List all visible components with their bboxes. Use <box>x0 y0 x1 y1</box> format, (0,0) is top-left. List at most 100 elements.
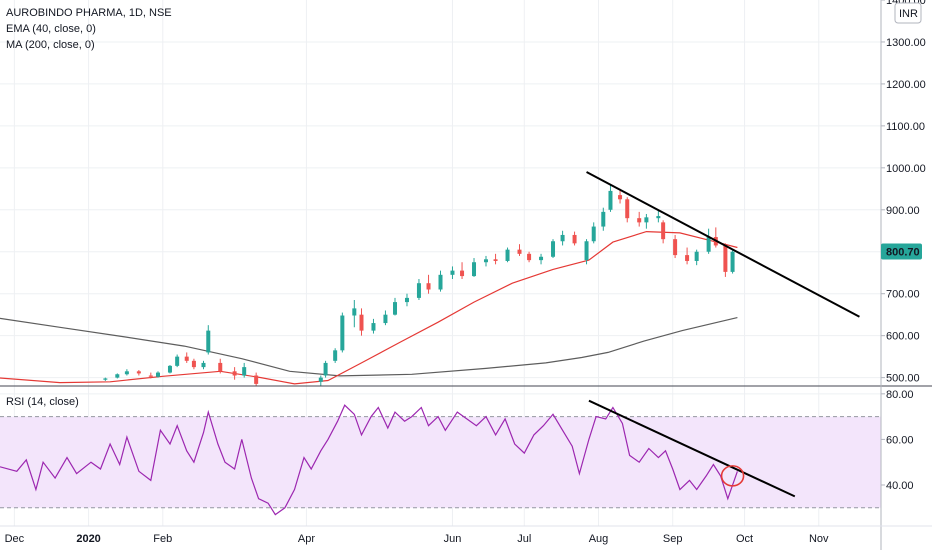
candle-body <box>359 314 364 331</box>
candle <box>323 360 328 378</box>
candle <box>371 318 376 334</box>
price-tick-label: 1100.00 <box>886 121 925 133</box>
candle-body <box>560 234 565 242</box>
candle-body <box>730 251 735 272</box>
candle <box>706 228 711 254</box>
candle <box>333 348 338 363</box>
candle <box>472 258 477 277</box>
candle-body <box>539 256 544 261</box>
candle-body <box>656 216 661 219</box>
candle <box>242 362 247 378</box>
ema-40-series <box>0 230 738 385</box>
candle <box>673 234 678 259</box>
time-tick-label: 2020 <box>76 533 100 545</box>
candle <box>416 279 421 300</box>
candle <box>685 247 690 265</box>
price-axis[interactable]: 1400.001300.001200.001100.001000.00900.0… <box>881 0 926 385</box>
candle-body <box>673 239 678 256</box>
last-price-label: 800.70 <box>881 243 922 260</box>
candle <box>572 231 577 246</box>
candle-body <box>184 356 189 361</box>
trendline <box>588 399 796 498</box>
candle-body <box>136 371 141 374</box>
candle-body <box>472 262 477 277</box>
candle-body <box>706 237 711 252</box>
candle <box>167 365 172 374</box>
candle-body <box>318 377 323 382</box>
last-price-value: 800.70 <box>886 246 920 258</box>
candle-body <box>206 330 211 353</box>
price-tick-label: 1200.00 <box>886 79 926 91</box>
candle <box>608 184 613 212</box>
time-tick-label: Sep <box>663 533 683 545</box>
candle <box>591 222 596 244</box>
candle <box>124 369 129 376</box>
candle-body <box>383 314 388 324</box>
candle-body <box>493 259 498 261</box>
candle <box>713 227 718 248</box>
candle-body <box>156 372 161 377</box>
candle-body <box>460 270 465 277</box>
candle-body <box>175 356 180 366</box>
candle-body <box>371 323 376 331</box>
legend-ema[interactable]: EMA (40, close, 0) <box>6 23 96 35</box>
legend-symbol[interactable]: AUROBINDO PHARMA, 1D, NSE <box>6 7 172 19</box>
candles <box>103 184 735 386</box>
candle-body <box>323 362 328 376</box>
candle-body <box>201 362 206 368</box>
candle <box>232 367 237 380</box>
candle <box>493 253 498 265</box>
candle <box>318 375 323 386</box>
rsi-tick-label: 60.00 <box>886 434 914 446</box>
candle <box>352 299 357 328</box>
candle <box>460 262 465 280</box>
candle <box>505 247 510 263</box>
candle-body <box>333 350 338 361</box>
candle <box>218 358 223 374</box>
candle <box>560 230 565 246</box>
candle <box>404 293 409 307</box>
time-tick-label: Aug <box>589 533 609 545</box>
ema-40-line <box>0 230 738 385</box>
candle-body <box>352 308 357 316</box>
candle <box>450 266 455 280</box>
rsi-band <box>0 416 881 508</box>
legend-rsi[interactable]: RSI (14, close) <box>6 396 79 408</box>
candle <box>483 255 488 267</box>
candle <box>539 253 544 265</box>
legend-ma[interactable]: MA (200, close, 0) <box>6 39 95 51</box>
time-tick-label: Oct <box>736 533 753 545</box>
currency-badge[interactable]: INR <box>894 2 922 24</box>
candle-body <box>644 217 649 223</box>
candle-body <box>426 283 431 290</box>
candle-body <box>601 211 606 227</box>
candle <box>393 297 398 316</box>
highlight-circle <box>720 465 745 487</box>
candle-body <box>404 297 409 303</box>
candle-body <box>625 199 630 219</box>
time-axis[interactable]: Dec 2020 Feb Apr Jun Jul Aug Sep Oct Nov <box>5 533 829 545</box>
candle <box>551 239 556 259</box>
price-tick-label: 500.00 <box>886 373 920 385</box>
candle-body <box>191 360 196 368</box>
time-tick-label: Jun <box>444 533 462 545</box>
candle <box>723 243 728 277</box>
candle-body <box>483 259 488 263</box>
candle-body <box>148 375 153 377</box>
candle <box>184 352 189 363</box>
candle-body <box>723 245 728 272</box>
candle-body <box>584 241 589 261</box>
annotations <box>586 171 860 498</box>
candle-body <box>232 371 237 376</box>
candle <box>656 210 661 223</box>
rsi-axis[interactable]: 80.00 60.00 40.00 <box>881 389 914 492</box>
candle-body <box>254 375 259 384</box>
candle <box>115 373 120 379</box>
time-tick-label: Feb <box>153 533 172 545</box>
candle-body <box>340 315 345 351</box>
candle-body <box>694 251 699 261</box>
candle <box>206 325 211 355</box>
trendline <box>586 171 860 318</box>
price-tick-label: 1300.00 <box>886 37 926 49</box>
